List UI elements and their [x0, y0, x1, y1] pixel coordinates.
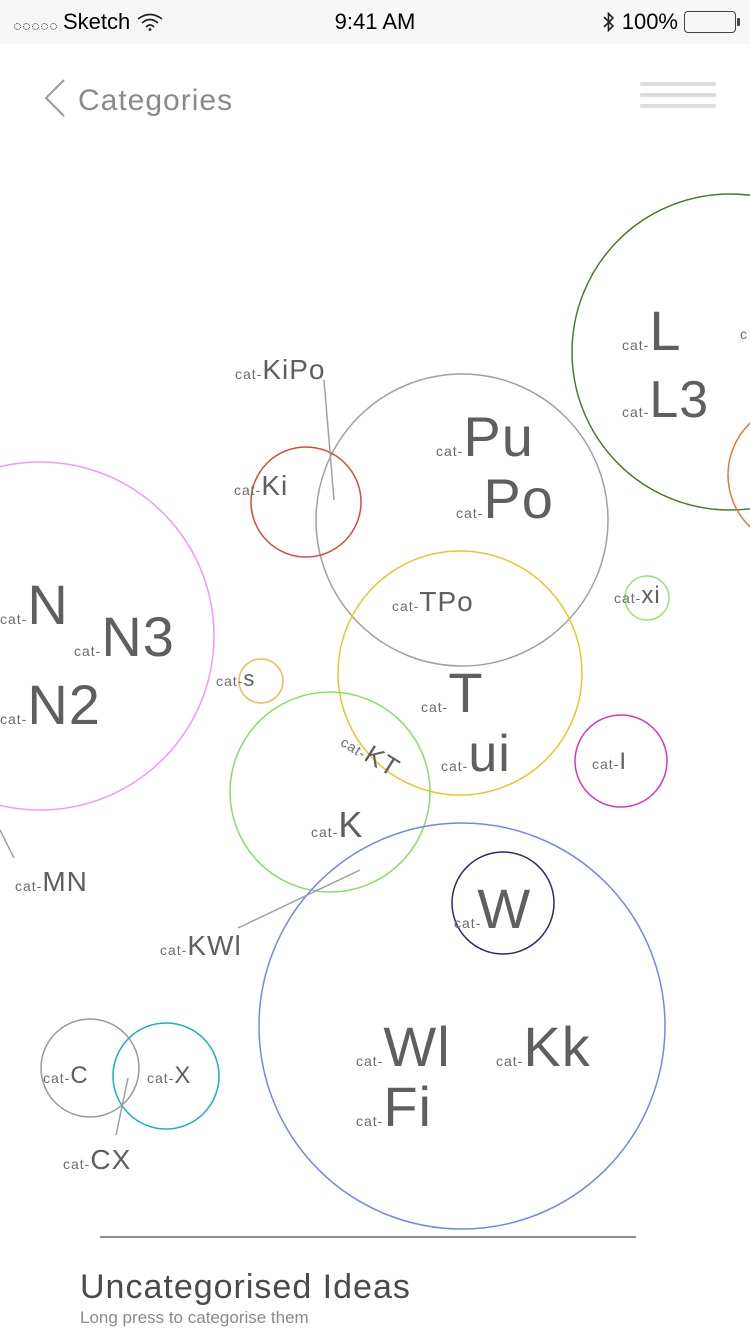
category-label[interactable]: cat-Wl	[356, 1015, 451, 1078]
connector-MN	[0, 829, 15, 859]
bluetooth-icon	[603, 11, 614, 33]
category-label[interactable]: cat-X	[147, 1062, 192, 1089]
bubble-s[interactable]	[238, 658, 284, 704]
category-label[interactable]: cat-Po	[456, 467, 554, 530]
category-label[interactable]: cat-T	[421, 661, 484, 724]
bubble-N[interactable]	[0, 461, 215, 811]
bubble-C[interactable]	[40, 1018, 140, 1118]
connector-KiPo	[323, 379, 335, 501]
signal-icon	[14, 14, 57, 30]
bubble-I[interactable]	[574, 714, 668, 808]
category-label[interactable]: cat-CX	[63, 1144, 132, 1175]
battery-icon	[684, 11, 740, 33]
menu-button[interactable]	[640, 82, 716, 118]
category-label[interactable]: c	[740, 326, 748, 342]
category-label[interactable]: cat-xi	[614, 582, 661, 609]
chevron-left-icon	[44, 79, 65, 117]
category-label[interactable]: cat-W	[454, 877, 532, 940]
category-label[interactable]: cat-Ki	[234, 470, 289, 501]
category-label[interactable]: cat-N2	[0, 673, 101, 736]
category-bubbles: cat-L c cat-L3 cat-KiPo cat-Ki cat-Pu ca…	[0, 140, 750, 1230]
bubble-X[interactable]	[112, 1022, 220, 1130]
category-label[interactable]: cat-I	[592, 748, 628, 775]
category-label[interactable]: cat-TPo	[392, 586, 474, 617]
battery-label: 100%	[621, 9, 678, 34]
category-label[interactable]: cat-s	[216, 666, 256, 691]
category-label[interactable]: cat-L3	[622, 371, 710, 429]
category-label[interactable]: cat-K	[311, 804, 364, 845]
bubble-Wl[interactable]	[258, 822, 666, 1230]
bubble-K[interactable]	[229, 691, 431, 893]
status-time: 9:41 AM	[334, 9, 416, 34]
menu-line	[640, 93, 716, 97]
category-label[interactable]: cat-N3	[74, 605, 175, 668]
bubble-xi[interactable]	[624, 575, 670, 621]
category-label[interactable]: cat-KiPo	[235, 354, 326, 385]
category-label[interactable]: cat-N	[0, 573, 69, 636]
category-label[interactable]: cat-Kk	[496, 1015, 591, 1078]
bubble-T[interactable]	[337, 550, 583, 796]
bubble-L[interactable]	[571, 193, 750, 511]
status-right: 100%	[602, 9, 740, 35]
status-bar: Sketch 9:41 AM 100%	[0, 0, 750, 44]
carrier-label: Sketch	[63, 9, 131, 34]
uncategorised-title[interactable]: Uncategorised Ideas	[80, 1268, 411, 1306]
bubble-Ki[interactable]	[250, 446, 362, 558]
menu-line	[640, 82, 716, 86]
footer-divider	[100, 1236, 636, 1238]
page-title: Categories	[78, 84, 234, 117]
category-label[interactable]: cat-L	[622, 299, 682, 362]
category-label[interactable]: cat-MN	[15, 866, 88, 897]
category-label[interactable]: cat-Pu	[436, 405, 534, 468]
connector-KWl	[237, 869, 361, 929]
status-left: Sketch	[14, 9, 164, 35]
bubble-L-edge[interactable]	[727, 403, 750, 547]
category-label[interactable]: cat-KWl	[160, 930, 242, 961]
back-button[interactable]	[38, 76, 78, 120]
category-label[interactable]: cat-C	[43, 1062, 89, 1089]
category-label[interactable]: cat-ui	[441, 725, 511, 783]
category-label[interactable]: cat-Fi	[356, 1075, 432, 1138]
bubble-chart	[0, 193, 750, 1230]
bubble-Pu[interactable]	[315, 373, 609, 667]
menu-line	[640, 104, 716, 108]
uncategorised-hint: Long press to categorise them	[80, 1308, 309, 1327]
connector-CX	[115, 1077, 129, 1136]
bubble-W[interactable]	[451, 851, 555, 955]
wifi-icon	[137, 13, 163, 31]
